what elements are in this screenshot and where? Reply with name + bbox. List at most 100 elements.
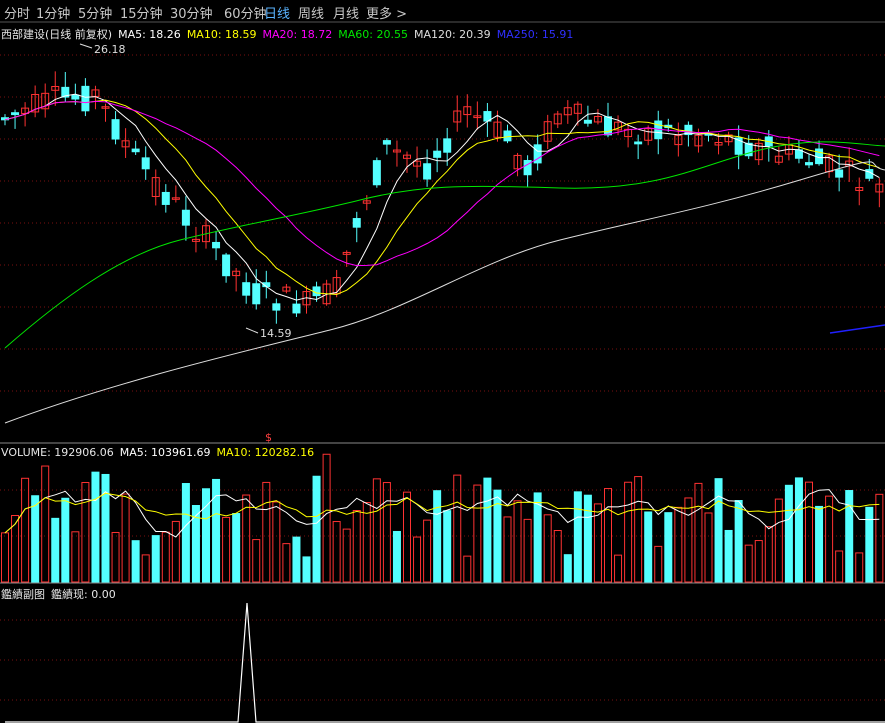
ma60-line bbox=[4, 141, 885, 349]
volume-bar bbox=[101, 473, 110, 583]
candle-body bbox=[21, 107, 30, 114]
low-label: 14.59 bbox=[260, 327, 292, 340]
candle-body bbox=[41, 92, 50, 110]
volume-bar bbox=[121, 493, 130, 583]
volume-bar bbox=[644, 511, 653, 583]
volume-ma5-line bbox=[4, 489, 880, 538]
candle-body bbox=[684, 124, 693, 136]
volume-bar bbox=[272, 501, 281, 583]
candle-body bbox=[634, 141, 643, 145]
candle-body bbox=[443, 138, 452, 153]
tab-8[interactable]: 月线 bbox=[333, 7, 360, 22]
ma10-line bbox=[4, 99, 880, 296]
high-label: 26.18 bbox=[94, 43, 126, 56]
volume-bar bbox=[21, 477, 30, 583]
volume-bar bbox=[151, 535, 160, 583]
volume-bar bbox=[171, 520, 180, 583]
tab-6[interactable]: 日线 bbox=[264, 7, 291, 22]
ma250-line bbox=[829, 324, 885, 334]
candle-body bbox=[593, 115, 602, 123]
tab-1[interactable]: 1分钟 bbox=[36, 7, 71, 22]
volume-label: VOLUME: 192906.06 bbox=[1, 446, 114, 459]
candle-body bbox=[493, 121, 502, 138]
volume-bar bbox=[413, 536, 422, 583]
candle-body bbox=[252, 283, 261, 305]
volume-bar bbox=[423, 519, 432, 583]
volume-bar bbox=[583, 494, 592, 583]
volume-bar bbox=[593, 503, 602, 583]
candle-body bbox=[11, 112, 20, 116]
signal-mark: $ bbox=[265, 431, 272, 444]
candle-body bbox=[523, 160, 532, 176]
ma20-line bbox=[4, 100, 880, 267]
volume-bar bbox=[704, 512, 713, 583]
period-tabs: 分时 1分钟 5分钟 15分钟 30分钟 60分钟 日线 周线 月线 更多 > bbox=[0, 0, 885, 22]
volume-bar bbox=[212, 478, 221, 583]
volume-bar bbox=[835, 550, 844, 583]
volume-bar bbox=[744, 544, 753, 583]
candle-body bbox=[563, 107, 572, 116]
candle-body bbox=[583, 119, 592, 124]
candle-body bbox=[81, 85, 90, 112]
volume-bar bbox=[61, 497, 70, 583]
volume-bar bbox=[774, 498, 783, 583]
candle-body bbox=[372, 160, 381, 186]
tab-7[interactable]: 周线 bbox=[298, 7, 325, 22]
candle-body bbox=[121, 140, 130, 148]
candle-body bbox=[202, 225, 210, 243]
volume-bar bbox=[11, 515, 20, 583]
tab-0[interactable]: 分时 bbox=[4, 7, 31, 22]
volume-bar bbox=[604, 488, 612, 583]
candle-body bbox=[131, 148, 140, 153]
candle-body bbox=[453, 110, 462, 123]
tab-4[interactable]: 30分钟 bbox=[170, 7, 213, 22]
volume-bar bbox=[694, 482, 703, 583]
volume-bar bbox=[362, 501, 371, 583]
volume-bar bbox=[41, 465, 50, 583]
candle-body bbox=[644, 128, 653, 141]
tab-2[interactable]: 5分钟 bbox=[78, 7, 113, 22]
price-legend: 西部建设(日线 前复权) MA5: 18.26 MA10: 18.59 MA20: 1… bbox=[1, 26, 579, 42]
volume-bar bbox=[624, 481, 633, 583]
ma250-label: MA250: 15.91 bbox=[496, 28, 574, 41]
volume-bar bbox=[734, 500, 743, 583]
volume-bar bbox=[382, 482, 391, 583]
volume-bar bbox=[111, 531, 120, 583]
volume-bar bbox=[614, 554, 623, 583]
volume-bar bbox=[805, 481, 813, 583]
volume-bar bbox=[503, 516, 512, 583]
volume-bar bbox=[674, 506, 683, 583]
candle-body bbox=[161, 191, 170, 205]
candle-body bbox=[855, 187, 864, 191]
volume-bar bbox=[493, 489, 502, 583]
candle-body bbox=[272, 303, 281, 311]
volume-bar bbox=[392, 530, 401, 583]
tab-9[interactable]: 更多 > bbox=[366, 7, 408, 22]
candle-body bbox=[533, 144, 542, 164]
candle-body bbox=[513, 154, 522, 170]
candle-body bbox=[403, 154, 411, 159]
indicator-line bbox=[5, 602, 885, 723]
volume-bar bbox=[71, 531, 80, 583]
tab-3[interactable]: 15分钟 bbox=[120, 7, 163, 22]
candle-body bbox=[543, 121, 552, 142]
volume-bar bbox=[513, 500, 522, 583]
candle-body bbox=[282, 286, 291, 292]
tab-5[interactable]: 60分钟 bbox=[224, 7, 267, 22]
indicator-title: 鑑績副图 bbox=[1, 588, 45, 601]
ma20-label: MA20: 18.72 bbox=[262, 28, 333, 41]
candle-body bbox=[332, 277, 341, 295]
candle-body bbox=[242, 282, 251, 296]
candle-body bbox=[382, 140, 391, 145]
volume-legend: VOLUME: 192906.06 MA5: 103961.69 MA10: 120… bbox=[1, 446, 320, 459]
volume-bar bbox=[865, 506, 874, 583]
volume-bar bbox=[352, 510, 361, 583]
candle-body bbox=[232, 270, 241, 277]
candle-body bbox=[503, 130, 512, 142]
volume-bar bbox=[372, 478, 381, 583]
candle-body bbox=[101, 106, 110, 109]
volume-bar bbox=[825, 495, 834, 583]
candle-body bbox=[413, 160, 422, 167]
volume-bar bbox=[161, 531, 170, 583]
